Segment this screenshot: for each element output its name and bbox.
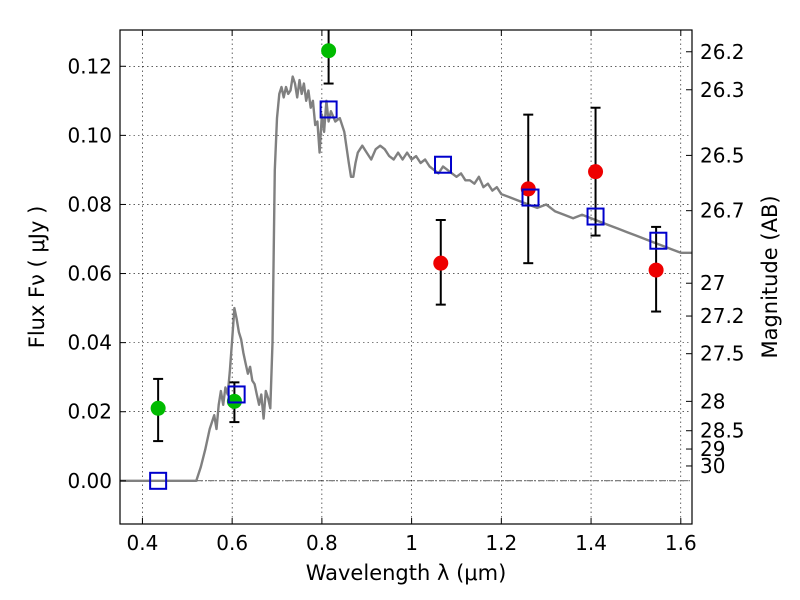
y2-tick-label: 26.2 (700, 40, 745, 64)
y2-tick-label: 27.2 (700, 304, 745, 328)
x-tick-label: 1.2 (485, 531, 517, 555)
model-photometry-square (319, 100, 338, 119)
model-spectrum-layer (120, 75, 692, 482)
ticks-layer (120, 30, 692, 524)
plot-frame (119, 29, 693, 525)
y2-tick-label: 29 (700, 437, 725, 461)
model-photometry-square (227, 385, 246, 404)
x-tick-label: 1 (405, 531, 418, 555)
y2-tick-label: 26.5 (700, 143, 745, 167)
x-tick-label: 0.4 (127, 531, 159, 555)
model-photometry-square (586, 207, 605, 226)
points-layer (149, 43, 668, 490)
y-tick-label: 0.10 (67, 123, 112, 147)
y2-tick-label: 28 (700, 389, 725, 413)
model-photometry-square (521, 188, 540, 207)
grid-lines (120, 30, 692, 524)
y2-axis-title: Magnitude (AB) (758, 195, 782, 358)
y2-tick-label: 27 (700, 271, 725, 295)
x-tick-label: 1.6 (665, 531, 697, 555)
x-tick-label: 1.4 (575, 531, 607, 555)
y2-tick-label: 26.3 (700, 78, 745, 102)
model-spectrum-line (120, 75, 692, 482)
green-data-point (226, 393, 242, 409)
y2-tick-label: 27.5 (700, 342, 745, 366)
x-tick-label: 0.8 (306, 531, 338, 555)
y-tick-label: 0.04 (67, 331, 112, 355)
red-data-point (433, 255, 449, 271)
x-axis-title: Wavelength λ (μm) (306, 561, 507, 585)
green-data-point (321, 43, 337, 59)
y2-tick-label: 30 (700, 454, 725, 478)
model-photometry-square (149, 471, 168, 490)
red-data-point (648, 262, 664, 278)
y-tick-label: 0.02 (67, 400, 112, 424)
y-axis-title: Flux Fν ( μJy ) (25, 206, 49, 349)
tick-labels-layer: 0.4 0.6 0.8 1 1.2 1.4 1.6 0.00 0.02 0.04 0.06 0.08 0… (67, 40, 744, 555)
green-data-point (150, 400, 166, 416)
y2-tick-label: 26.7 (700, 199, 745, 223)
y-tick-label: 0.00 (67, 469, 112, 493)
plot-area (120, 30, 692, 490)
model-photometry-square (649, 231, 668, 250)
y-tick-label: 0.08 (67, 192, 112, 216)
x-tick-label: 0.6 (216, 531, 248, 555)
y-tick-label: 0.06 (67, 262, 112, 286)
model-photometry-square (434, 155, 453, 174)
red-data-point (588, 164, 604, 180)
y-tick-label: 0.12 (67, 54, 112, 78)
y2-tick-label: 28.5 (700, 419, 745, 443)
